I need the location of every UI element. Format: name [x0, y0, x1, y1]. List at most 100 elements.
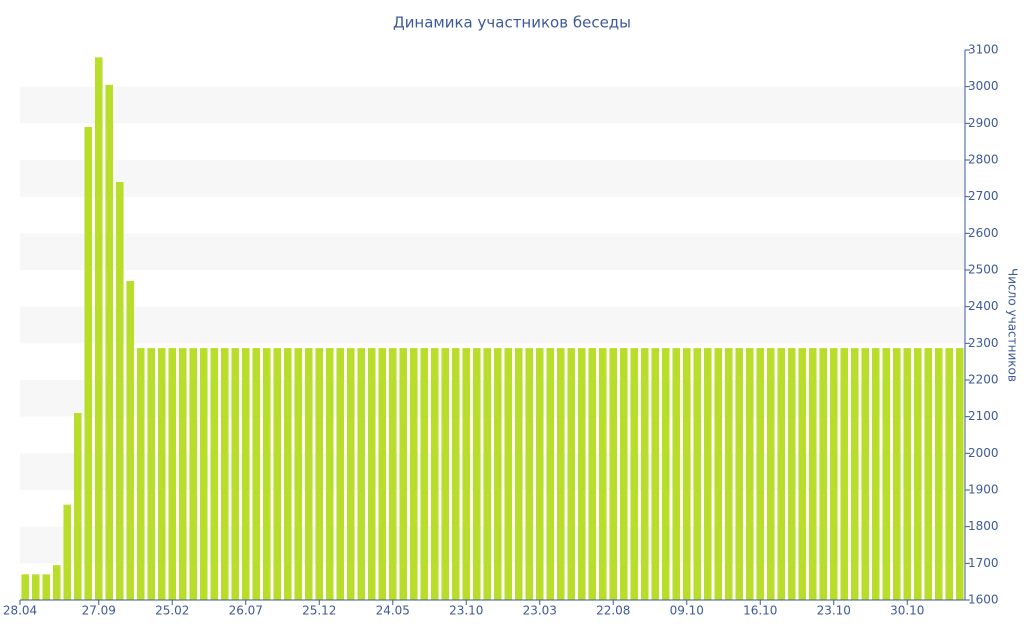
- y-tick-label: 1800: [968, 519, 999, 533]
- bar: [94, 57, 103, 601]
- bar: [882, 348, 891, 600]
- bar: [168, 348, 177, 600]
- x-tick-label: 30.10: [890, 604, 924, 618]
- bar: [210, 348, 219, 600]
- chart-title: Динамика участников беседы: [393, 14, 631, 32]
- bar: [294, 348, 303, 600]
- bar: [357, 348, 366, 600]
- y-tick-label: 2000: [968, 446, 999, 460]
- bar: [556, 348, 565, 600]
- x-tick-label: 16.10: [743, 604, 777, 618]
- grid-band: [20, 453, 965, 490]
- bar: [514, 348, 523, 600]
- y-tick-label: 2600: [968, 226, 999, 240]
- bar: [451, 348, 460, 600]
- bar: [462, 348, 471, 600]
- bar: [52, 565, 61, 600]
- bar: [441, 348, 450, 600]
- bar: [252, 348, 261, 600]
- grid-band: [20, 86, 965, 124]
- y-tick-label: 2500: [968, 263, 999, 277]
- bar: [903, 348, 912, 600]
- bar: [609, 348, 618, 600]
- bar: [84, 127, 93, 600]
- bar: [703, 348, 712, 600]
- grid-band: [20, 380, 965, 417]
- y-tick-label: 2700: [968, 189, 999, 203]
- bar: [787, 348, 796, 600]
- bar: [315, 348, 324, 600]
- y-axis-label: Число участников: [1006, 268, 1020, 382]
- x-tick-label: 23.10: [449, 604, 483, 618]
- x-tick-label: 27.09: [82, 604, 116, 618]
- bar: [661, 348, 670, 600]
- x-tick-label: 22.08: [596, 604, 630, 618]
- bar: [346, 348, 355, 600]
- bar: [115, 182, 124, 600]
- bar: [504, 348, 513, 600]
- x-tick-label: 28.04: [3, 604, 37, 618]
- bar: [819, 348, 828, 600]
- bar: [325, 348, 334, 600]
- bar: [105, 84, 114, 601]
- bar: [126, 281, 135, 600]
- bar: [409, 348, 418, 600]
- y-tick-label: 1900: [968, 483, 999, 497]
- y-tick-label: 2900: [968, 116, 999, 130]
- y-tick-label: 2100: [968, 409, 999, 423]
- bar: [798, 348, 807, 600]
- grid-band: [20, 160, 965, 197]
- bar: [546, 348, 555, 600]
- bar: [157, 348, 166, 600]
- x-tick-label: 26.07: [229, 604, 263, 618]
- bar: [714, 348, 723, 600]
- bar: [42, 574, 51, 600]
- bar: [777, 348, 786, 600]
- bar: [31, 574, 40, 600]
- bar: [934, 348, 943, 600]
- bar: [924, 348, 933, 600]
- bar: [861, 348, 870, 600]
- bar: [63, 504, 72, 600]
- bar: [756, 348, 765, 600]
- grid-band: [20, 306, 965, 344]
- bar: [367, 348, 376, 600]
- bar: [724, 348, 733, 600]
- y-tick-label: 3000: [968, 79, 999, 93]
- bar: [651, 348, 660, 600]
- y-tick-label: 1700: [968, 556, 999, 570]
- x-tick-label: 09.10: [670, 604, 704, 618]
- bar: [850, 348, 859, 600]
- bar: [577, 348, 586, 600]
- bar: [945, 348, 954, 600]
- bar: [892, 348, 901, 600]
- bar: [73, 413, 82, 600]
- bar: [871, 348, 880, 600]
- bar: [535, 348, 544, 600]
- grid-band: [20, 233, 965, 270]
- bar: [493, 348, 502, 600]
- y-tick-label: 3100: [968, 43, 999, 57]
- x-tick-label: 25.02: [155, 604, 189, 618]
- bar: [147, 348, 156, 600]
- bar: [483, 348, 492, 600]
- bar: [913, 348, 922, 600]
- bar: [273, 348, 282, 600]
- bar: [388, 348, 397, 600]
- bar: [693, 348, 702, 600]
- bar: [420, 348, 429, 600]
- bar: [766, 348, 775, 600]
- bar: [598, 348, 607, 600]
- bar: [336, 348, 345, 600]
- x-tick-label: 23.03: [523, 604, 557, 618]
- x-tick-label: 24.05: [376, 604, 410, 618]
- bar: [231, 348, 240, 600]
- bar: [640, 348, 649, 600]
- bar: [430, 348, 439, 600]
- bar: [672, 348, 681, 600]
- bar: [808, 348, 817, 600]
- bar: [745, 348, 754, 600]
- bar: [21, 574, 30, 600]
- bar: [220, 348, 229, 600]
